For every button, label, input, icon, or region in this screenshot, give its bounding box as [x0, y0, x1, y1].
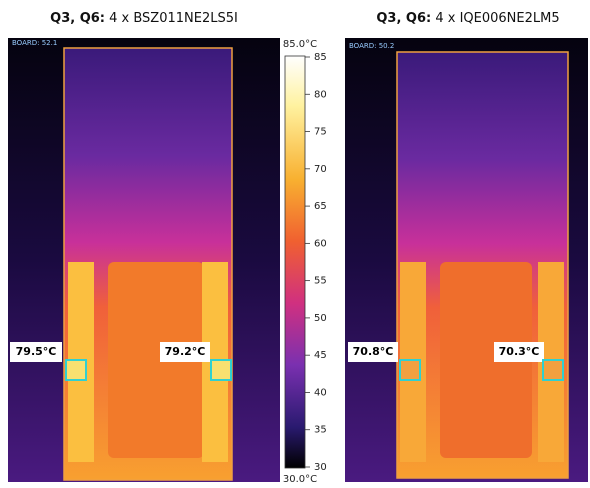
spot-marker	[399, 359, 421, 381]
title-rest: 4 x BSZ011NE2LS5I	[109, 11, 238, 26]
spot-marker	[542, 359, 564, 381]
colorbar-gradient	[284, 55, 306, 469]
title-bold: Q3, Q6:	[376, 11, 431, 26]
spot-box	[348, 342, 398, 362]
spot-temp: 79.2°C	[165, 345, 206, 358]
spot-box	[494, 342, 544, 362]
colorbar-max: 85.0°C	[283, 39, 317, 50]
title-rest: 4 x IQE006NE2LM5	[435, 11, 559, 26]
spot-marker	[65, 359, 87, 381]
colorbar-min: 30.0°C	[283, 474, 317, 484]
panel-title: Q3, Q6: 4 x IQE006NE2LM5	[376, 11, 559, 26]
tick-label: 65	[314, 201, 327, 212]
colorbar: 85.0°C 30.0°C 85 80 75 70 65 60 55 50 45 40 35 30	[283, 39, 327, 485]
spot-temp: 70.3°C	[499, 345, 540, 358]
tick-label: 55	[314, 276, 327, 287]
title-bold: Q3, Q6:	[50, 11, 105, 26]
panel-right: Q3, Q6: 4 x IQE006NE2LM5 BOARD: 50.2 70.…	[345, 11, 588, 482]
tick-label: 75	[314, 127, 327, 138]
tick-label: 70	[314, 164, 327, 175]
hot-area	[440, 262, 532, 458]
tick-label: 30	[314, 462, 327, 473]
tick-label: 80	[314, 89, 327, 100]
tick-label: 50	[314, 313, 327, 324]
spot-box	[160, 342, 210, 362]
panel-title: Q3, Q6: 4 x BSZ011NE2LS5I	[50, 11, 238, 26]
tick-label: 60	[314, 238, 327, 249]
panel-left: Q3, Q6: 4 x BSZ011NE2LS5I BOARD: 52.1 79…	[8, 11, 280, 482]
spot-marker	[210, 359, 232, 381]
tick-label: 45	[314, 350, 327, 361]
board-temp: BOARD: 52.1	[12, 39, 57, 47]
board-temp: BOARD: 50.2	[349, 42, 394, 50]
spot-temp: 79.5°C	[16, 345, 57, 358]
spot-temp: 70.8°C	[353, 345, 394, 358]
tick-label: 40	[314, 387, 327, 398]
tick-label: 35	[314, 425, 327, 436]
tick-label: 85	[314, 52, 327, 63]
hot-area	[108, 262, 204, 458]
spot-box	[10, 342, 62, 362]
